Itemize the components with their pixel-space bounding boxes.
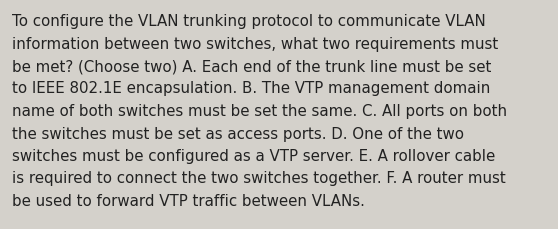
Text: To configure the VLAN trunking protocol to communicate VLAN: To configure the VLAN trunking protocol … [12,14,486,29]
Text: the switches must be set as access ports. D. One of the two: the switches must be set as access ports… [12,126,464,141]
Text: name of both switches must be set the same. C. All ports on both: name of both switches must be set the sa… [12,104,507,118]
Text: is required to connect the two switches together. F. A router must: is required to connect the two switches … [12,171,506,186]
Text: switches must be configured as a VTP server. E. A rollover cable: switches must be configured as a VTP ser… [12,148,496,163]
Text: be met? (Choose two) A. Each end of the trunk line must be set: be met? (Choose two) A. Each end of the … [12,59,492,74]
Text: information between two switches, what two requirements must: information between two switches, what t… [12,36,498,51]
Text: to IEEE 802.1E encapsulation. B. The VTP management domain: to IEEE 802.1E encapsulation. B. The VTP… [12,81,490,96]
Text: be used to forward VTP traffic between VLANs.: be used to forward VTP traffic between V… [12,193,365,208]
